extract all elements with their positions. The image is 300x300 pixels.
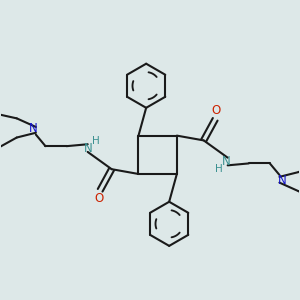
Text: H: H	[215, 164, 223, 174]
Text: N: N	[278, 174, 287, 187]
Text: O: O	[94, 192, 104, 206]
Text: N: N	[222, 155, 231, 168]
Text: N: N	[84, 142, 93, 154]
Text: N: N	[29, 122, 38, 135]
Text: H: H	[92, 136, 100, 146]
Text: O: O	[212, 104, 221, 117]
